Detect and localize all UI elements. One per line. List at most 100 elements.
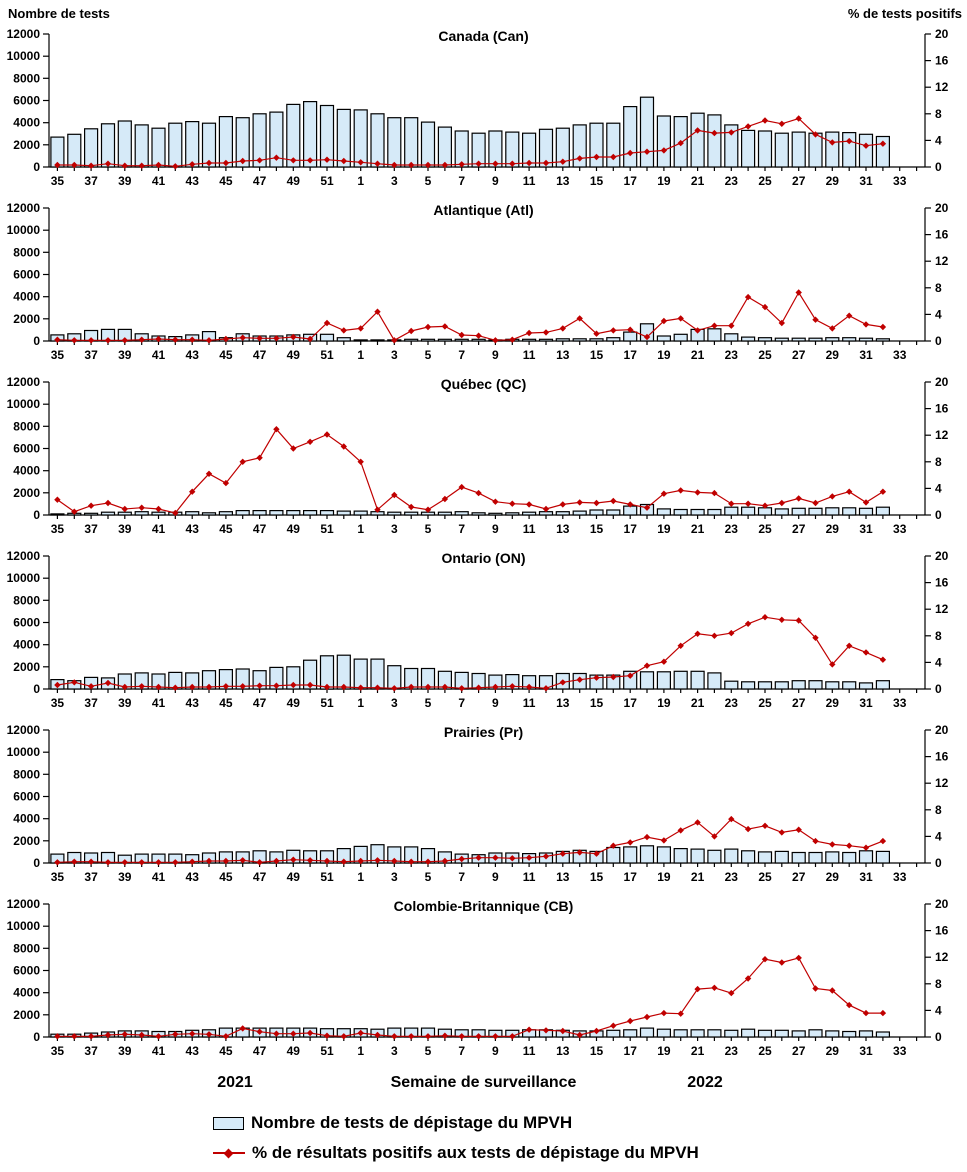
svg-text:8: 8 bbox=[935, 977, 942, 991]
svg-text:15: 15 bbox=[590, 1044, 604, 1058]
svg-text:51: 51 bbox=[320, 696, 334, 710]
svg-text:31: 31 bbox=[859, 1044, 873, 1058]
left-axis-title: Nombre de tests bbox=[8, 6, 110, 21]
svg-text:12000: 12000 bbox=[7, 897, 41, 911]
x-axis-footer: Semaine de surveillance 2021 2022 bbox=[0, 1074, 967, 1098]
svg-text:27: 27 bbox=[792, 696, 806, 710]
svg-text:47: 47 bbox=[253, 696, 267, 710]
bars-series bbox=[50, 844, 891, 864]
svg-text:21: 21 bbox=[691, 348, 705, 362]
svg-text:25: 25 bbox=[758, 870, 772, 884]
svg-text:41: 41 bbox=[152, 870, 166, 884]
chart-title: Ontario (ON) bbox=[441, 550, 526, 566]
svg-text:35: 35 bbox=[51, 696, 65, 710]
diamond-icon bbox=[223, 1148, 234, 1158]
svg-text:45: 45 bbox=[219, 522, 233, 536]
svg-text:8000: 8000 bbox=[13, 419, 40, 433]
chart-title: Atlantique (Atl) bbox=[433, 202, 534, 218]
svg-text:4000: 4000 bbox=[13, 290, 40, 304]
svg-text:43: 43 bbox=[186, 348, 200, 362]
svg-text:23: 23 bbox=[725, 870, 739, 884]
svg-text:45: 45 bbox=[219, 348, 233, 362]
svg-text:35: 35 bbox=[51, 870, 65, 884]
svg-text:23: 23 bbox=[725, 696, 739, 710]
axis-headers: Nombre de tests % de tests positifs bbox=[0, 0, 967, 26]
svg-text:12000: 12000 bbox=[7, 375, 41, 389]
svg-text:4: 4 bbox=[935, 481, 942, 495]
svg-text:8: 8 bbox=[935, 629, 942, 643]
svg-text:27: 27 bbox=[792, 522, 806, 536]
svg-text:21: 21 bbox=[691, 870, 705, 884]
chart-title: Québec (QC) bbox=[440, 376, 527, 392]
svg-text:4: 4 bbox=[935, 829, 942, 843]
svg-text:9: 9 bbox=[492, 696, 499, 710]
svg-text:11: 11 bbox=[523, 522, 536, 536]
svg-text:4: 4 bbox=[935, 133, 942, 147]
svg-text:1: 1 bbox=[357, 1044, 364, 1058]
svg-text:29: 29 bbox=[826, 1044, 840, 1058]
svg-text:49: 49 bbox=[287, 870, 301, 884]
svg-text:4: 4 bbox=[935, 655, 942, 669]
svg-text:25: 25 bbox=[758, 174, 772, 188]
svg-text:6000: 6000 bbox=[13, 442, 40, 456]
svg-text:11: 11 bbox=[523, 870, 536, 884]
svg-text:37: 37 bbox=[84, 1044, 98, 1058]
svg-text:0: 0 bbox=[33, 508, 40, 522]
chart-canada: Canada (Can) 0 2000 4000 6000 8000 10000 12000… bbox=[0, 26, 967, 200]
svg-text:13: 13 bbox=[556, 1044, 570, 1058]
svg-text:51: 51 bbox=[320, 1044, 334, 1058]
svg-text:25: 25 bbox=[758, 1044, 772, 1058]
svg-text:12: 12 bbox=[935, 602, 949, 616]
svg-text:45: 45 bbox=[219, 870, 233, 884]
svg-text:0: 0 bbox=[935, 334, 942, 348]
svg-text:13: 13 bbox=[556, 522, 570, 536]
svg-text:45: 45 bbox=[219, 174, 233, 188]
svg-text:12: 12 bbox=[935, 80, 949, 94]
line-series bbox=[54, 426, 887, 517]
svg-text:29: 29 bbox=[826, 696, 840, 710]
svg-text:6000: 6000 bbox=[13, 94, 40, 108]
svg-text:15: 15 bbox=[590, 348, 604, 362]
svg-text:16: 16 bbox=[935, 228, 949, 242]
svg-text:43: 43 bbox=[186, 174, 200, 188]
svg-text:51: 51 bbox=[320, 522, 334, 536]
svg-text:16: 16 bbox=[935, 924, 949, 938]
svg-text:2000: 2000 bbox=[13, 138, 40, 152]
svg-text:16: 16 bbox=[935, 402, 949, 416]
svg-text:9: 9 bbox=[492, 870, 499, 884]
svg-text:12: 12 bbox=[935, 428, 949, 442]
svg-text:7: 7 bbox=[458, 348, 465, 362]
svg-text:39: 39 bbox=[118, 348, 132, 362]
svg-text:10000: 10000 bbox=[7, 49, 41, 63]
bars-series bbox=[50, 654, 891, 690]
year-label-2021: 2021 bbox=[217, 1074, 253, 1091]
svg-text:1: 1 bbox=[357, 174, 364, 188]
svg-text:47: 47 bbox=[253, 348, 267, 362]
svg-text:8000: 8000 bbox=[13, 941, 40, 955]
svg-text:35: 35 bbox=[51, 522, 65, 536]
svg-text:8: 8 bbox=[935, 455, 942, 469]
svg-text:0: 0 bbox=[33, 334, 40, 348]
svg-text:47: 47 bbox=[253, 1044, 267, 1058]
legend-line-label: % de résultats positifs aux tests de dép… bbox=[252, 1143, 699, 1162]
svg-text:49: 49 bbox=[287, 522, 301, 536]
svg-text:39: 39 bbox=[118, 522, 132, 536]
svg-text:3: 3 bbox=[391, 522, 398, 536]
svg-text:31: 31 bbox=[859, 696, 873, 710]
svg-text:39: 39 bbox=[118, 870, 132, 884]
svg-text:10000: 10000 bbox=[7, 397, 41, 411]
svg-text:5: 5 bbox=[425, 696, 432, 710]
svg-text:37: 37 bbox=[84, 522, 98, 536]
svg-text:9: 9 bbox=[492, 522, 499, 536]
svg-text:2000: 2000 bbox=[13, 312, 40, 326]
svg-text:47: 47 bbox=[253, 522, 267, 536]
svg-text:8000: 8000 bbox=[13, 593, 40, 607]
svg-text:31: 31 bbox=[859, 870, 873, 884]
svg-text:9: 9 bbox=[492, 348, 499, 362]
svg-text:2000: 2000 bbox=[13, 1008, 40, 1022]
svg-text:33: 33 bbox=[893, 348, 907, 362]
svg-text:3: 3 bbox=[391, 348, 398, 362]
